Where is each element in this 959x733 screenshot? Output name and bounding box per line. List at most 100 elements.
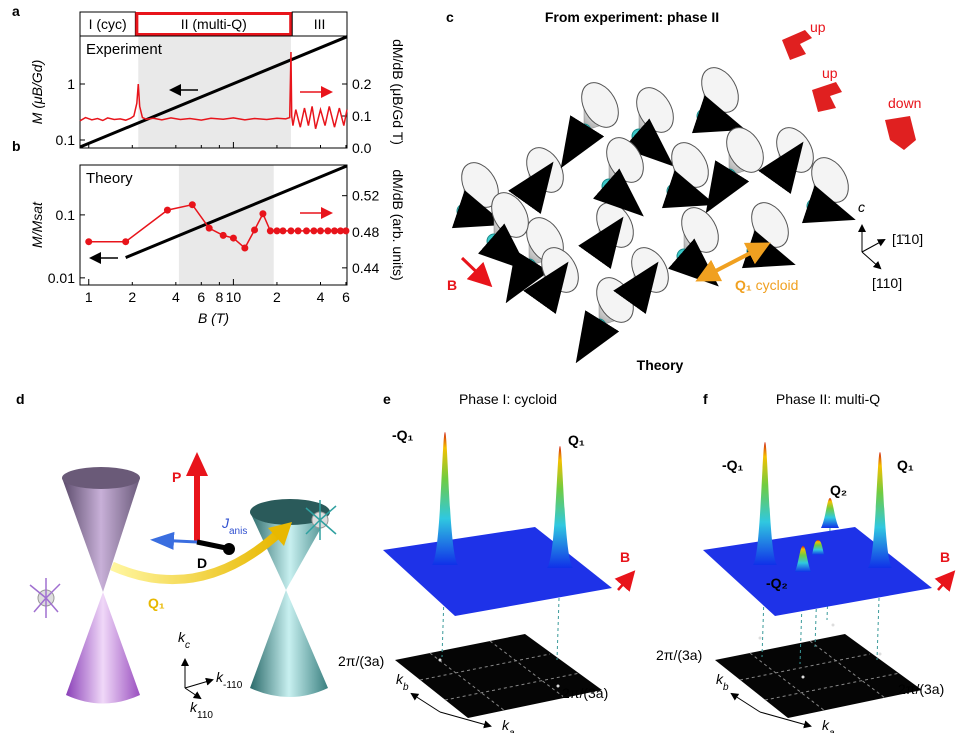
y2-tick-label: 0.52	[352, 188, 379, 204]
x-tick-label: 6	[342, 289, 350, 305]
y2-tick-label: 0.1	[352, 108, 372, 124]
field-arrow	[462, 258, 488, 283]
x-tick-label: 6	[197, 289, 205, 305]
q-label: Q₁	[148, 595, 165, 611]
y-tick-label: 0.1	[56, 207, 76, 223]
peak-label: Q₁	[568, 432, 585, 448]
panel-title: Phase I: cycloid	[459, 391, 557, 407]
panel-letter: d	[16, 391, 25, 407]
k-arrow	[412, 694, 440, 712]
k-sub: b	[723, 682, 729, 693]
axis-arrow	[862, 240, 884, 252]
surface-panel: fPhase II: multi-Q-Q₁Q₁Q₂-Q₂B2π/(3a)2π/(…	[656, 391, 952, 733]
series-marker	[259, 210, 266, 217]
y-tick-label: 0.1	[56, 132, 76, 148]
x-tick-label: 8	[215, 289, 223, 305]
axis-label: kc	[178, 629, 190, 651]
crystal-axes	[862, 226, 884, 268]
figure: aI (cyc)II (multi-Q)III0.110.00.10.2M (μ…	[0, 0, 959, 733]
k-sub: a	[509, 728, 515, 733]
series-marker	[251, 226, 258, 233]
panel-inset-label: Experiment	[86, 41, 163, 58]
k-arrow	[732, 694, 760, 712]
y2-axis-label: dM/dB (arb. units)	[390, 169, 406, 280]
d-label: D	[197, 555, 207, 571]
spin-cone	[719, 121, 771, 192]
peak-spot	[802, 676, 805, 679]
panel-letter: f	[703, 391, 708, 407]
spin-cone	[589, 271, 641, 342]
d-arrow	[197, 542, 226, 548]
k-sub: b	[403, 682, 409, 693]
axis-label: kb	[396, 671, 409, 693]
y-tick-label: 0.01	[48, 270, 75, 286]
axis-label: [110]	[872, 275, 902, 291]
y-axis-label: M/Msat	[29, 201, 45, 248]
axis-arrow	[862, 252, 880, 268]
page: {"chart_data": [ {"type": "line", "lette…	[0, 0, 959, 733]
series-marker	[189, 201, 196, 208]
x-axis-label: B (T)	[198, 310, 229, 326]
x-tick-label: 10	[226, 289, 242, 305]
p-label: P	[172, 469, 181, 485]
dirac-cone-right	[250, 499, 336, 697]
phase-label: III	[314, 16, 326, 32]
series-marker	[303, 227, 310, 234]
series-marker	[342, 227, 349, 234]
peak-spot	[879, 653, 882, 656]
spin-label: down	[888, 95, 921, 111]
peak-spot	[439, 659, 442, 662]
x-tick-label: 2	[128, 289, 136, 305]
phase-label: I (cyc)	[89, 16, 127, 32]
y-tick-label: 1	[67, 76, 75, 92]
axis-label: kb	[716, 671, 729, 693]
series-marker	[230, 235, 237, 242]
panel-title: From experiment: phase II	[545, 9, 719, 25]
spin-arrows	[782, 30, 916, 150]
axis-label: ka	[822, 717, 835, 733]
cycloid-arrow	[706, 248, 760, 276]
spin-cone	[589, 196, 641, 258]
j-subscript: anis	[229, 526, 247, 537]
peak-label: -Q₁	[392, 427, 414, 443]
series-marker	[164, 207, 171, 214]
k-sub: -110	[223, 680, 243, 691]
intensity-peak	[821, 498, 839, 528]
spin-cone	[629, 81, 681, 150]
peak-spot	[557, 685, 560, 688]
peak-spot	[759, 637, 762, 640]
d-head	[223, 543, 235, 555]
series-marker	[287, 227, 294, 234]
axis-label: [1̄10]	[892, 231, 923, 247]
series-marker	[122, 238, 129, 245]
series-marker	[273, 227, 280, 234]
spin-cone	[624, 241, 676, 303]
spin-cone	[694, 61, 746, 123]
j-arrow	[156, 540, 197, 542]
peak-spot	[832, 624, 835, 627]
panel-letter: a	[12, 3, 20, 19]
y2-tick-label: 0.2	[352, 76, 372, 92]
down-arrow	[885, 116, 916, 150]
panel-letter: b	[12, 138, 21, 154]
shaded-region	[179, 165, 274, 285]
y2-axis-label: dM/dB (μB/Gd T)	[390, 39, 406, 145]
p-arrowhead	[186, 452, 208, 476]
field-arrow	[618, 574, 632, 590]
series-marker	[331, 227, 338, 234]
x-tick-label: 4	[172, 289, 180, 305]
up-arrow	[782, 30, 812, 60]
surface-panel: ePhase I: cycloid-Q₁Q₁B2π/(3a)2π/(3a)kbk…	[338, 391, 632, 733]
series-marker	[310, 227, 317, 234]
spin-cones	[454, 61, 856, 342]
x-tick-label: 2	[273, 289, 281, 305]
cycloid-label: Q₁ cycloid	[735, 277, 798, 293]
series-marker	[324, 227, 331, 234]
reciprocal-label: 2π/(3a)	[898, 681, 944, 697]
k-sub: a	[829, 728, 835, 733]
field-label: B	[940, 549, 950, 565]
y2-tick-label: 0.48	[352, 224, 379, 240]
j-label: Janis	[221, 515, 247, 537]
spin-label: up	[810, 19, 826, 35]
